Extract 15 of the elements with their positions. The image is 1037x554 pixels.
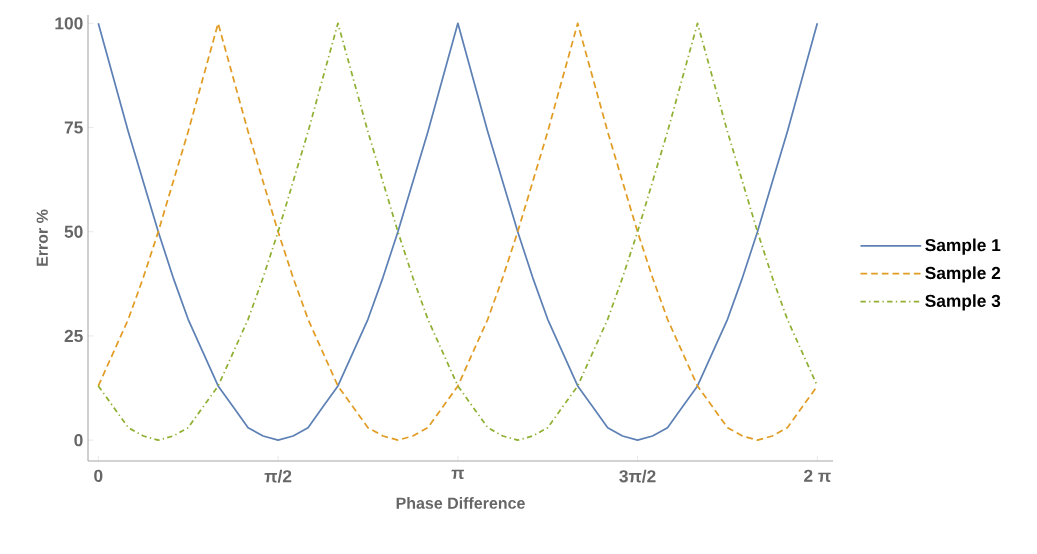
- y-tick-label: 50: [64, 225, 83, 238]
- legend-label: Sample 3: [925, 294, 1001, 311]
- y-tick-label: 0: [74, 434, 83, 447]
- y-tick-label: 100: [55, 17, 83, 30]
- x-tick-label: π: [451, 469, 465, 480]
- x-tick-label: π/2: [264, 469, 292, 483]
- x-axis-title: Phase Difference: [396, 497, 525, 509]
- y-tick-label: 75: [64, 121, 83, 134]
- x-tick-label: 3π/2: [619, 469, 656, 483]
- y-axis-title: Error %: [36, 209, 48, 266]
- legend-label: Sample 1: [925, 238, 1001, 255]
- legend-label: Sample 2: [925, 266, 1001, 283]
- x-tick-label: 0: [94, 469, 103, 482]
- x-tick-label: 2 π: [804, 469, 831, 482]
- y-tick-label: 25: [64, 329, 83, 343]
